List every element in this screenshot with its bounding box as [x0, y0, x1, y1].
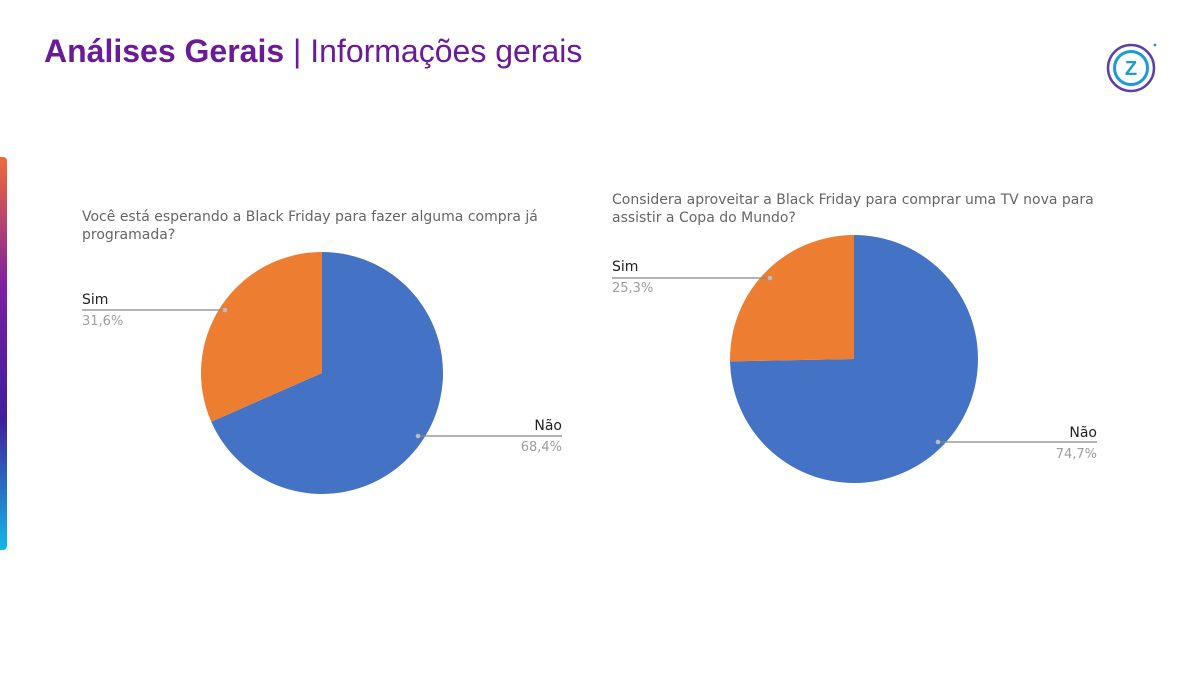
chart-2-nao-value: 74,7% [1056, 447, 1097, 462]
chart-1-slice-sim [200, 252, 322, 422]
chart-1-nao-value: 68,4% [521, 440, 562, 455]
chart-1-slice-nao [211, 252, 443, 494]
logo-letter: Z [1125, 58, 1137, 80]
chart-1-nao-label: Não [534, 418, 562, 434]
chart-1-sim-leader-dot [222, 307, 228, 313]
z-circle-logo-icon: Z [1106, 43, 1157, 93]
page-title-bold: Análises Gerais [44, 33, 285, 69]
logo-registered-dot [1153, 43, 1157, 47]
page-title: Análises Gerais | Informações gerais [44, 30, 582, 72]
chart-2-sim-leader-dot [767, 275, 773, 281]
chart-1-nao-leader-dot [415, 433, 421, 439]
chart-2-title-line: assistir a Copa do Mundo? [612, 210, 796, 226]
chart-2-slice-nao [730, 235, 979, 484]
chart-2-nao-label: Não [1069, 425, 1097, 441]
accent-side-bar [0, 157, 7, 550]
chart-2-sim-value: 25,3% [612, 281, 653, 296]
page-title-rest: Informações gerais [310, 33, 583, 69]
chart-1-sim-label: Sim [82, 292, 108, 308]
chart-2-nao-leader-dot [935, 439, 941, 445]
chart-1-title-line: Você está esperando a Black Friday para … [82, 209, 538, 225]
chart-2-sim-label: Sim [612, 259, 638, 275]
chart-2-title-line: Considera aproveitar a Black Friday para… [612, 192, 1094, 208]
logo-inner-ring [1113, 50, 1149, 86]
chart-2-slice-sim [730, 235, 854, 362]
page-title-separator: | [284, 33, 311, 69]
chart-1-sim-value: 31,6% [82, 314, 123, 329]
logo-outer-ring [1106, 43, 1156, 93]
chart-1-title-line: programada? [82, 227, 175, 243]
